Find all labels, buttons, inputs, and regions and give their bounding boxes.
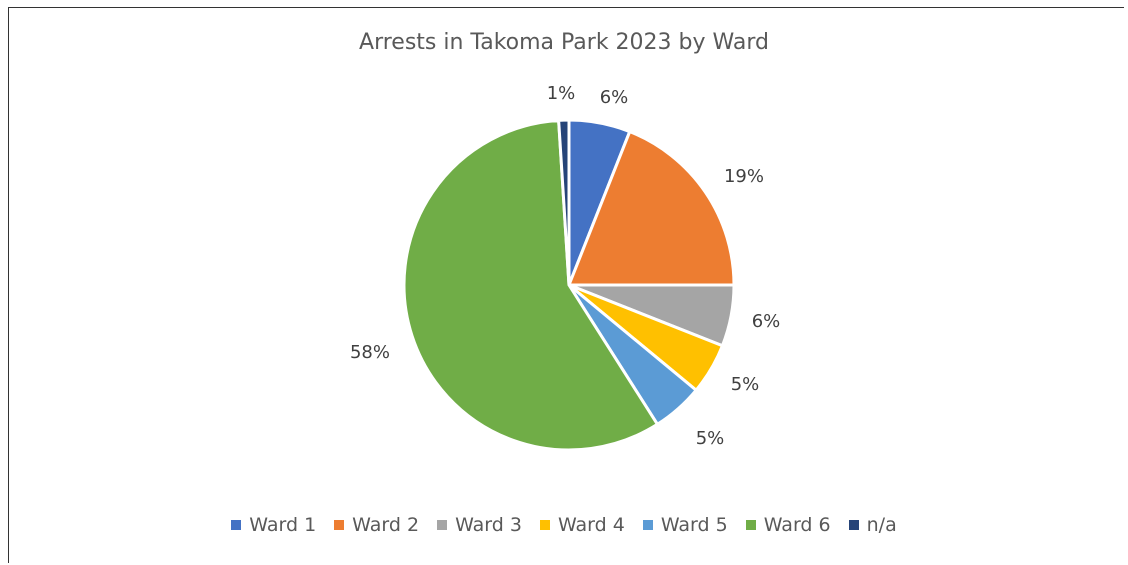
legend: Ward 1 Ward 2 Ward 3 Ward 4 Ward 5 Ward 6 n/a	[0, 514, 1128, 536]
pie-slice-n-a	[557, 118, 571, 286]
legend-swatch	[231, 520, 242, 530]
chart-title: Arrests in Takoma Park 2023 by Ward	[359, 30, 769, 55]
legend-label: Ward 6	[763, 514, 831, 536]
legend-swatch	[334, 520, 345, 530]
data-label-ward-1: 6%	[600, 87, 629, 108]
legend-label: Ward 4	[557, 514, 625, 536]
legend-swatch	[642, 520, 653, 530]
data-label-ward-6: 58%	[350, 342, 390, 363]
data-label-ward-5: 5%	[696, 428, 725, 449]
legend-label: Ward 2	[352, 514, 420, 536]
data-label-n-a: 1%	[547, 83, 576, 104]
legend-item-ward-5: Ward 5	[642, 514, 728, 536]
legend-item-ward-2: Ward 2	[334, 514, 419, 536]
legend-item-n-a: n/a	[848, 514, 897, 536]
legend-item-ward-4: Ward 4	[539, 514, 625, 536]
legend-swatch	[539, 520, 550, 530]
legend-item-ward-6: Ward 6	[745, 514, 831, 536]
legend-item-ward-1: Ward 1	[231, 514, 316, 536]
legend-swatch	[745, 520, 756, 530]
legend-swatch	[848, 520, 859, 530]
legend-label: Ward 3	[455, 514, 522, 536]
legend-label: Ward 1	[249, 514, 317, 536]
pie-chart: 6% 19% 6% 5% 5% 58% 1%	[350, 83, 781, 452]
legend-item-ward-3: Ward 3	[437, 514, 522, 536]
data-label-ward-3: 6%	[752, 311, 781, 332]
legend-swatch	[437, 520, 448, 530]
data-label-ward-4: 5%	[731, 374, 760, 395]
pie-slice-ward-2	[566, 129, 736, 287]
legend-label: n/a	[866, 514, 897, 536]
pie-slice-ward-6	[402, 118, 660, 452]
legend-label: Ward 5	[660, 514, 728, 536]
data-label-ward-2: 19%	[724, 166, 764, 187]
